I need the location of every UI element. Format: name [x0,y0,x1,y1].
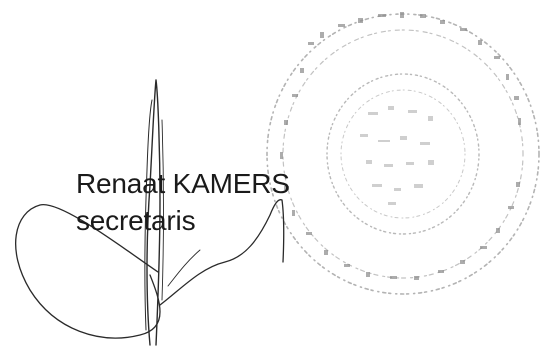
signer-block: Renaat KAMERS secretaris [76,165,290,239]
official-stamp [266,12,540,295]
signer-title: secretaris [76,205,196,236]
signer-name: Renaat KAMERS [76,168,290,199]
